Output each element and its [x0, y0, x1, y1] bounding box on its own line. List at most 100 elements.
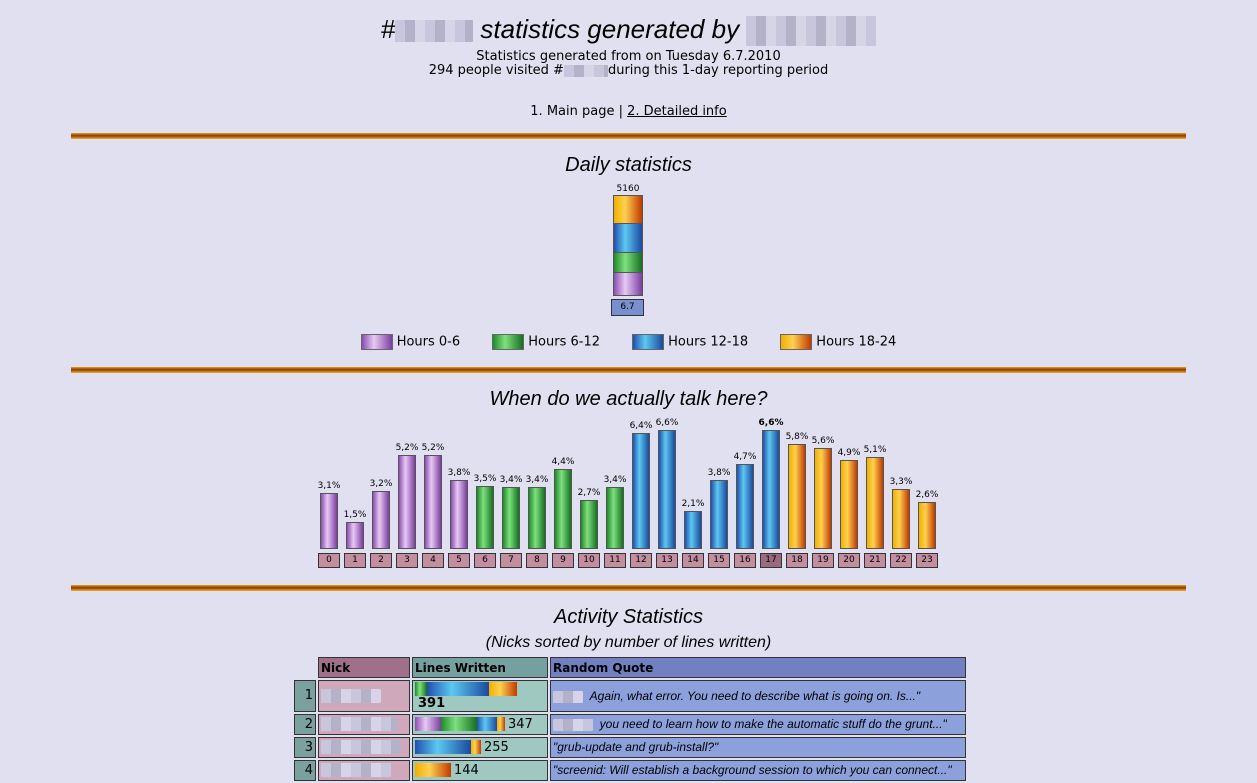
hour-tick-label: 11 — [604, 553, 626, 568]
legend-item-18-24: Hours 18-24 — [780, 334, 896, 350]
hour-tick-label: 22 — [890, 553, 912, 568]
hour-bar-label: 1,5% — [343, 510, 367, 520]
hour-bar-8 — [528, 487, 546, 549]
redacted-nick — [321, 689, 381, 703]
hour-tick-label: 4 — [422, 553, 444, 568]
hour-tick-label: 14 — [682, 553, 704, 568]
lines-bar-blue — [427, 681, 489, 696]
lines-bar-orange — [497, 717, 505, 731]
table-row: 1 391 Again, what error. You need to des… — [294, 680, 966, 712]
hour-bar-5 — [450, 480, 468, 549]
hour-bar-label: 4,4% — [551, 457, 575, 467]
daily-legend: Hours 0-6 Hours 6-12 Hours 12-18 Hours 1… — [0, 334, 1257, 350]
hour-tick-label: 3 — [396, 553, 418, 568]
lines-bar-blue — [477, 717, 497, 731]
nav-main-page: 1. Main page — [530, 104, 615, 119]
hour-tick-label: 8 — [526, 553, 548, 568]
daily-total-label: 5160 — [616, 184, 640, 194]
nick-cell — [318, 759, 410, 781]
col-header-lines: Lines Written — [412, 657, 548, 678]
legend-item-12-18: Hours 12-18 — [632, 334, 748, 350]
redacted-name — [553, 718, 593, 731]
hour-tick-label: 19 — [812, 553, 834, 568]
hour-bar-2 — [372, 491, 390, 549]
hour-bar-14 — [684, 511, 702, 549]
lines-bar-orange — [415, 763, 451, 777]
redacted-nick — [321, 717, 397, 732]
lines-cell: 255 — [412, 736, 548, 758]
col-header-nick: Nick — [318, 657, 410, 678]
activity-stats-title: Activity Statistics — [554, 606, 703, 628]
hour-tick-label: 18 — [786, 553, 808, 568]
hour-bar-label: 5,2% — [395, 443, 419, 453]
hour-bar-13 — [658, 430, 676, 549]
hour-bar-23 — [918, 502, 936, 549]
hour-bar-label: 3,1% — [317, 481, 341, 491]
redacted-nick — [321, 740, 401, 755]
hour-bar-15 — [710, 480, 728, 549]
legend-swatch-purple — [360, 334, 393, 350]
hour-bar-label: 3,8% — [447, 468, 471, 478]
hour-tick-label: 9 — [552, 553, 574, 568]
hour-tick-label: 23 — [916, 553, 938, 568]
lines-cell: 347 — [412, 713, 548, 735]
hour-bar-17 — [762, 430, 780, 549]
rank-cell: 4 — [294, 759, 316, 781]
hour-bar-label: 2,1% — [681, 499, 705, 509]
hour-bar-0 — [320, 493, 338, 549]
legend-swatch-green — [492, 334, 525, 350]
hour-bar-21 — [866, 457, 884, 549]
activity-table: Nick Lines Written Random Quote 1 391 Ag… — [292, 655, 968, 783]
hour-bar-16 — [736, 464, 754, 549]
hour-bar-label: 2,7% — [577, 488, 601, 498]
hour-bar-label: 2,6% — [915, 490, 939, 500]
hour-tick-label: 5 — [448, 553, 470, 568]
hour-bar-10 — [580, 500, 598, 549]
lines-bar-green — [441, 717, 477, 731]
hour-tick-label: 17 — [760, 553, 782, 568]
hour-bar-label: 3,5% — [473, 474, 497, 484]
lines-cell: 391 — [412, 680, 548, 712]
hour-tick-label: 10 — [578, 553, 600, 568]
nick-cell — [318, 736, 410, 758]
hour-bar-12 — [632, 433, 650, 549]
redacted-channel-small — [563, 64, 608, 77]
lines-bar-blue — [415, 740, 471, 754]
hour-tick-label: 6 — [474, 553, 496, 568]
hour-bar-label: 5,1% — [863, 445, 887, 455]
hour-bar-label: 5,6% — [811, 436, 835, 446]
col-header-quote: Random Quote — [550, 657, 966, 678]
rank-cell: 3 — [294, 736, 316, 758]
hour-tick-label: 7 — [500, 553, 522, 568]
hour-bar-label: 3,2% — [369, 479, 393, 489]
daily-bar-12-18 — [613, 223, 643, 253]
quote-cell: you need to learn how to make the automa… — [550, 713, 966, 735]
lines-bar-orange — [471, 740, 481, 754]
legend-swatch-orange — [780, 334, 813, 350]
hour-bar-label: 5,2% — [421, 443, 445, 453]
hour-bar-19 — [814, 448, 832, 549]
lines-bar-purple — [415, 717, 441, 731]
hour-bar-label: 3,4% — [499, 475, 523, 485]
lines-bar-green — [415, 681, 427, 696]
hour-bar-label: 3,8% — [707, 468, 731, 478]
hour-tick-label: 13 — [656, 553, 678, 568]
hour-tick-label: 20 — [838, 553, 860, 568]
daily-stats-title: Daily statistics — [565, 154, 692, 176]
lines-cell: 144 — [412, 759, 548, 781]
hour-tick-label: 2 — [370, 553, 392, 568]
nav-detailed-info-link[interactable]: 2. Detailed info — [627, 104, 727, 119]
quote-cell: "grub-update and grub-install?" — [550, 736, 966, 758]
nick-cell — [318, 680, 410, 712]
hour-bar-label: 3,4% — [525, 475, 549, 485]
activity-header-row: Nick Lines Written Random Quote — [294, 657, 966, 678]
hour-bar-20 — [840, 460, 858, 549]
hour-bar-4 — [424, 455, 442, 549]
hour-bar-18 — [788, 444, 806, 549]
hour-bar-label: 4,9% — [837, 448, 861, 458]
redacted-nick — [321, 763, 391, 778]
daily-bar-6-12 — [613, 252, 643, 273]
divider — [71, 133, 1186, 139]
lines-bar-orange — [489, 681, 517, 696]
hour-tick-label: 15 — [708, 553, 730, 568]
